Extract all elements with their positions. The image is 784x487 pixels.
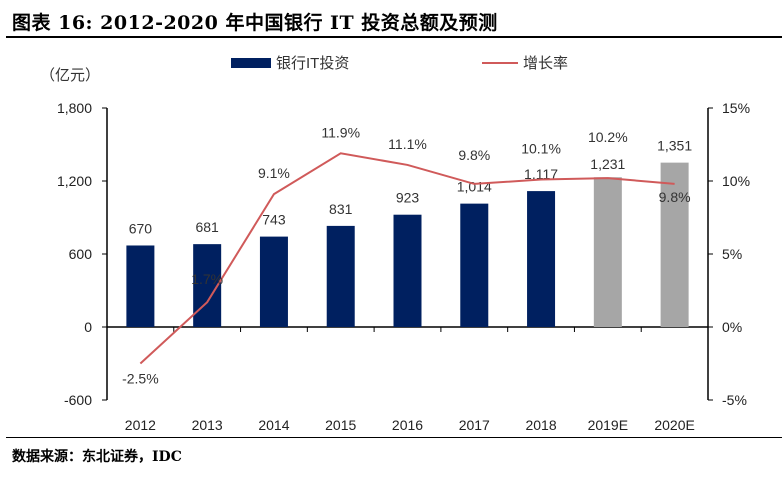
growth-label: 11.1% bbox=[388, 136, 427, 152]
bar-2016 bbox=[393, 214, 422, 327]
chart-title: 图表 16: 2012-2020 年中国银行 IT 投资总额及预测 bbox=[12, 12, 498, 34]
bar-2020E bbox=[660, 162, 689, 327]
bar-value-label: 670 bbox=[129, 220, 153, 236]
right-tick-label: 15% bbox=[722, 100, 750, 116]
bar-2014 bbox=[259, 236, 288, 327]
x-tick-label: 2015 bbox=[325, 417, 356, 433]
legend-swatch-bar bbox=[231, 58, 271, 68]
left-tick-label: 0 bbox=[84, 319, 92, 335]
bar-2017 bbox=[460, 203, 489, 327]
left-tick-label: 600 bbox=[69, 246, 93, 262]
legend-label-line: 增长率 bbox=[523, 55, 568, 72]
x-tick-label: 2020E bbox=[654, 417, 694, 433]
x-tick-label: 2017 bbox=[459, 417, 490, 433]
bar-2015 bbox=[326, 225, 355, 327]
bar-value-label: 923 bbox=[396, 190, 420, 206]
right-tick-label: -5% bbox=[722, 392, 747, 408]
bar-value-label: 831 bbox=[329, 201, 353, 217]
growth-label: 10.2% bbox=[588, 129, 628, 145]
growth-label: 9.8% bbox=[659, 189, 691, 205]
right-tick-label: 0% bbox=[722, 319, 742, 335]
growth-label: 11.9% bbox=[321, 124, 360, 140]
bar-value-label: 1,117 bbox=[524, 166, 558, 182]
source-note: 数据来源：东北证券，IDC bbox=[12, 449, 182, 465]
growth-label: 9.1% bbox=[258, 165, 290, 181]
x-tick-label: 2014 bbox=[258, 417, 289, 433]
growth-label: 9.8% bbox=[458, 147, 490, 163]
bar-2012 bbox=[126, 245, 155, 327]
left-axis-unit: （亿元） bbox=[40, 67, 100, 84]
bar-value-label: 681 bbox=[195, 219, 219, 235]
growth-label: 1.7% bbox=[191, 271, 223, 287]
source-rule bbox=[6, 437, 782, 438]
bar-value-label: 1,351 bbox=[657, 138, 692, 154]
bar-value-label: 743 bbox=[262, 212, 286, 228]
x-tick-label: 2018 bbox=[525, 417, 556, 433]
growth-label: -2.5% bbox=[122, 371, 159, 387]
x-tick-label: 2019E bbox=[588, 417, 628, 433]
bar-value-label: 1,231 bbox=[590, 156, 625, 172]
left-tick-label: 1,800 bbox=[57, 100, 92, 116]
bar-2019E bbox=[593, 177, 622, 327]
x-tick-label: 2013 bbox=[192, 417, 223, 433]
title-rule bbox=[6, 36, 782, 38]
x-tick-label: 2012 bbox=[125, 417, 156, 433]
growth-label: 10.1% bbox=[521, 141, 561, 157]
legend-label-bar: 银行IT投资 bbox=[276, 55, 349, 72]
x-tick-label: 2016 bbox=[392, 417, 423, 433]
right-tick-label: 5% bbox=[722, 246, 742, 262]
left-tick-label: -600 bbox=[64, 392, 92, 408]
bar-2018 bbox=[527, 191, 556, 327]
right-tick-label: 10% bbox=[722, 173, 750, 189]
left-tick-label: 1,200 bbox=[57, 173, 92, 189]
